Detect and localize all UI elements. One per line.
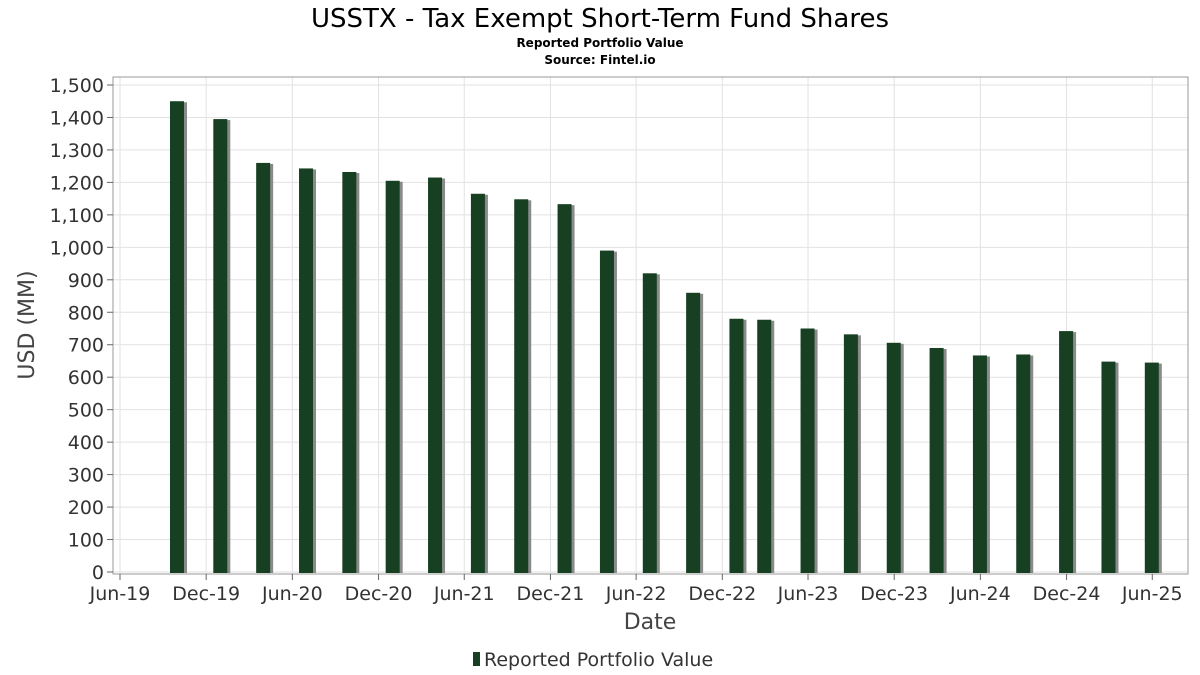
bar: [169, 101, 184, 573]
bar: [514, 199, 529, 574]
y-tick-label: 600: [68, 367, 104, 389]
bar: [256, 162, 271, 574]
y-axis-label: USD (MM): [15, 270, 40, 379]
y-tick-label: 1,400: [50, 107, 104, 129]
x-tick-label: Dec-22: [688, 583, 756, 605]
x-tick-label: Jun-25: [1121, 583, 1183, 605]
y-tick-label: 900: [68, 270, 104, 292]
bar: [299, 168, 314, 573]
bar: [1144, 362, 1159, 573]
chart-title: USSTX - Tax Exempt Short-Term Fund Share…: [311, 4, 889, 34]
y-tick-label: 1,200: [50, 172, 104, 194]
bar: [470, 193, 485, 573]
x-tick-label: Jun-24: [949, 583, 1011, 605]
bar: [385, 180, 400, 573]
legend-swatch: [473, 652, 480, 666]
bar: [886, 342, 901, 573]
y-tick-label: 800: [68, 302, 104, 324]
x-tick-label: Jun-21: [433, 583, 495, 605]
y-axis-ticks: 0 100 200 300 400 500 600 700 800 900 1,000 1,100 1,…: [50, 75, 113, 584]
bars: [169, 101, 1162, 574]
bar: [557, 204, 572, 574]
x-tick-label: Dec-19: [172, 583, 240, 605]
legend: Reported Portfolio Value: [473, 649, 713, 671]
bar: [1016, 354, 1031, 573]
x-tick-label: Dec-23: [860, 583, 928, 605]
y-tick-label: 200: [68, 497, 104, 519]
bar: [729, 318, 744, 573]
y-tick-label: 400: [68, 432, 104, 454]
bar: [342, 172, 357, 573]
x-tick-label: Jun-22: [605, 583, 667, 605]
bar: [213, 119, 228, 573]
bar: [1101, 361, 1116, 573]
chart-subtitle: Reported Portfolio Value: [516, 36, 683, 50]
x-tick-label: Dec-24: [1033, 583, 1101, 605]
chart-source: Source: Fintel.io: [544, 53, 655, 67]
gridlines: [113, 77, 1188, 574]
plot-area-frame: [112, 76, 1189, 575]
x-tick-label: Jun-20: [261, 583, 323, 605]
bar: [642, 273, 657, 573]
y-tick-label: 300: [68, 465, 104, 487]
y-tick-label: 1,500: [50, 75, 104, 97]
bar: [599, 250, 614, 573]
y-tick-label: 700: [68, 335, 104, 357]
x-tick-label: Jun-23: [777, 583, 839, 605]
x-tick-label: Dec-21: [517, 583, 585, 605]
bar: [1059, 331, 1074, 573]
y-tick-label: 0: [92, 562, 104, 584]
bar: [972, 355, 987, 573]
bar: [800, 328, 815, 573]
bar: [843, 334, 858, 573]
y-tick-label: 100: [68, 530, 104, 552]
legend-label: Reported Portfolio Value: [484, 649, 713, 671]
bar: [428, 177, 443, 573]
y-tick-label: 1,000: [50, 237, 104, 259]
y-tick-label: 1,100: [50, 205, 104, 227]
y-tick-label: 500: [68, 400, 104, 422]
x-axis-label: Date: [624, 610, 677, 635]
x-tick-label: Dec-20: [345, 583, 413, 605]
bar: [686, 292, 701, 573]
x-axis-ticks: Jun-19 Dec-19 Jun-20 Dec-20 Jun-21 Dec-21 Jun-…: [89, 574, 1183, 605]
bar: [929, 347, 944, 573]
bar: [757, 319, 772, 573]
y-tick-label: 1,300: [50, 140, 104, 162]
x-tick-label: Jun-19: [89, 583, 151, 605]
